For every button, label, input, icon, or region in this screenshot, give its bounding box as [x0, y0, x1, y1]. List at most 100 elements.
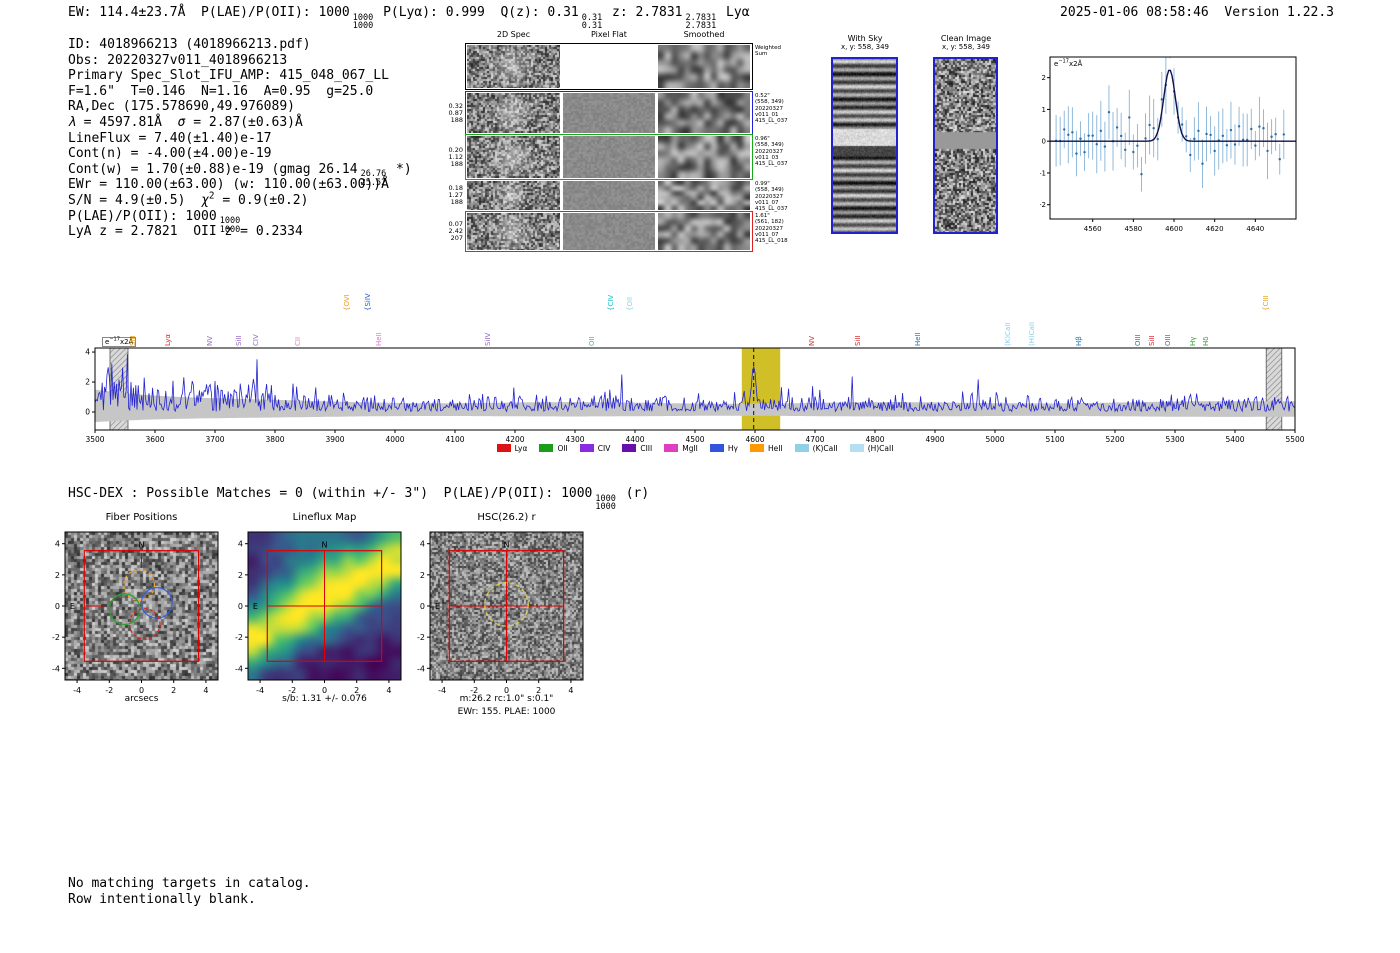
fiber-id-label: (558, 349) [755, 187, 784, 194]
data-point [1221, 134, 1225, 138]
x-tick-label: 2 [171, 686, 176, 695]
fiber-id-label: Sum [755, 51, 768, 58]
data-point [1262, 127, 1265, 130]
data-point [1115, 126, 1119, 129]
footer-line-1: Row intentionally blank. [68, 891, 256, 907]
spectrum-legend: Lyα OII CIV CIII MgII Hγ HeII (K)CaII (H)CaII [95, 444, 1295, 453]
info-line-3: F=1.6" T=0.146 N=1.16 A=0.95 g=25.0 [68, 84, 412, 100]
x-tick-label: 4640 [1246, 225, 1264, 233]
x-tick-label: 0 [504, 686, 509, 695]
legend-item-mgii: MgII [664, 444, 698, 453]
fraction-bottom: 1000 [352, 21, 374, 32]
text-part: EW: 114.4±23.7Å P(LAE)/P(OII): 1000 [68, 5, 350, 20]
legend-label: HeII [767, 444, 783, 453]
legend-swatch [849, 444, 864, 452]
line-fit-plot: 4560 4580 4600 4620 4640 -2 -1 0 1 2 e−17x2Å [1039, 48, 1310, 238]
x-tick-label: 4900 [925, 435, 944, 444]
spec2d-2d-image-row4 [467, 213, 560, 250]
spec2d-row-border [465, 43, 753, 90]
spec2d-pixelflat-image-row4 [563, 213, 655, 250]
data-point [1107, 110, 1111, 114]
y-tick-label: 1 [1042, 106, 1046, 114]
data-point [1270, 135, 1273, 138]
compass-east-label: E [70, 602, 75, 611]
fraction-top: 2.7831 [685, 12, 717, 23]
x-tick-label: 0 [139, 686, 144, 695]
fraction-bottom: 1000 [219, 224, 241, 235]
x-tick-label: 4 [203, 686, 208, 695]
text-part: LineFlux = 7.40(±1.40)e-17 [68, 130, 272, 146]
text-part: Obs: 20220327v011_4018966213 [68, 52, 288, 68]
superscript-part: 2 [208, 190, 215, 202]
stacked-fraction: 26.76 25.52 [361, 170, 387, 188]
spec2d-2d-image-row0 [467, 45, 560, 88]
text-part: = 0.9(±0.2) [214, 192, 309, 208]
data-point [1193, 137, 1196, 141]
legend-label: CIII [640, 444, 653, 453]
y-tick-label: -2 [235, 633, 243, 642]
info-line-7: Cont(n) = -4.00(±4.00)e-19 [68, 146, 412, 162]
spec2d-row-right-labels: 1.61" (561, 182) 20220327 v011_07 415_LL_018 [755, 213, 795, 244]
spec2d-row-left-labels: 0.20 1.12 188 [443, 146, 463, 168]
x-tick-label: 5300 [1165, 435, 1184, 444]
info-line-12: LyA z = 2.7821 OII z = 0.2334 [68, 224, 412, 240]
fiber-id-label: Weighted [755, 45, 782, 51]
legend-label: Lyα [514, 444, 528, 453]
main-spectrum-plot: 3500 3600 3700 3800 3900 4000 4100 4200 4300 4400… [80, 275, 1320, 465]
spec2d-row-left-labels: 0.07 2.42 207 [443, 221, 463, 242]
legend-swatch [709, 444, 724, 452]
y-tick-label: 2 [238, 571, 243, 580]
legend-label: (K)CaII [812, 444, 838, 453]
legend-item-ciii: CIII [622, 444, 652, 453]
text-part: Cont(w) = 1.70(±0.88)e-19 (gmag 26.14 [68, 161, 358, 177]
data-point [1180, 123, 1184, 126]
x-tick-label: 3800 [265, 435, 284, 444]
fiber-id-label: 415_LL_037 [755, 161, 788, 168]
data-point [1225, 144, 1229, 147]
x-tick-label: 3700 [205, 435, 224, 444]
legend-item-(h)caii: (H)CaII [849, 444, 893, 453]
data-point [1266, 149, 1269, 153]
spec2d-smoothed-image-row3 [658, 181, 750, 210]
fiber-weight-label: 2.42 [448, 227, 463, 235]
fiber-id-label: 1.61" [755, 213, 770, 219]
legend-item-heii: HeII [749, 444, 783, 453]
x-tick-label: 4 [568, 686, 573, 695]
withsky-image [831, 57, 898, 234]
fiber-id-label: 20220327 [755, 148, 783, 155]
fiber-weight-label: 0.32 [448, 101, 463, 110]
data-point [1091, 134, 1094, 137]
data-point [1237, 125, 1241, 128]
text-part: z: 2.7831 [604, 5, 683, 20]
spec2d-row-border [465, 134, 753, 180]
fiber-weight-label: 188 [450, 198, 463, 206]
x-tick-label: 4 [386, 686, 391, 695]
data-point [1119, 134, 1123, 138]
fiber-id-label: (558, 349) [755, 142, 784, 149]
text-part: EWr = 110.00(±63.00) (w: 110.00(±63.00))… [68, 177, 389, 193]
fiber-weight-label: 1.27 [448, 191, 463, 199]
spec2d-col-title: 2D Spec [496, 30, 531, 39]
cutout-caption: arcsecs [124, 694, 159, 704]
fiber-id-label: v011_03 [755, 154, 779, 161]
y-tick-label: 2 [420, 571, 425, 580]
x-tick-label: 3500 [85, 435, 104, 444]
text-part: x2Å [1068, 60, 1083, 68]
data-point [1258, 125, 1261, 128]
data-point [1185, 135, 1188, 138]
fiber-id-label: 415_LL_018 [755, 238, 788, 245]
y-tick-label: 2 [1042, 74, 1046, 82]
legend-label: CIV [597, 444, 611, 453]
legend-swatch [664, 444, 679, 452]
legend-swatch [496, 444, 511, 452]
data-point [1213, 149, 1216, 153]
data-point [1071, 131, 1074, 134]
spectrum-line [94, 354, 1296, 413]
fiber-weight-label: 207 [450, 234, 463, 242]
italic-part: χ [201, 192, 209, 208]
superscript-part: −17 [109, 336, 120, 343]
fiber-circle-2 [108, 593, 141, 626]
fiber-id-label: 20220327 [755, 105, 783, 112]
data-point [1229, 128, 1233, 132]
